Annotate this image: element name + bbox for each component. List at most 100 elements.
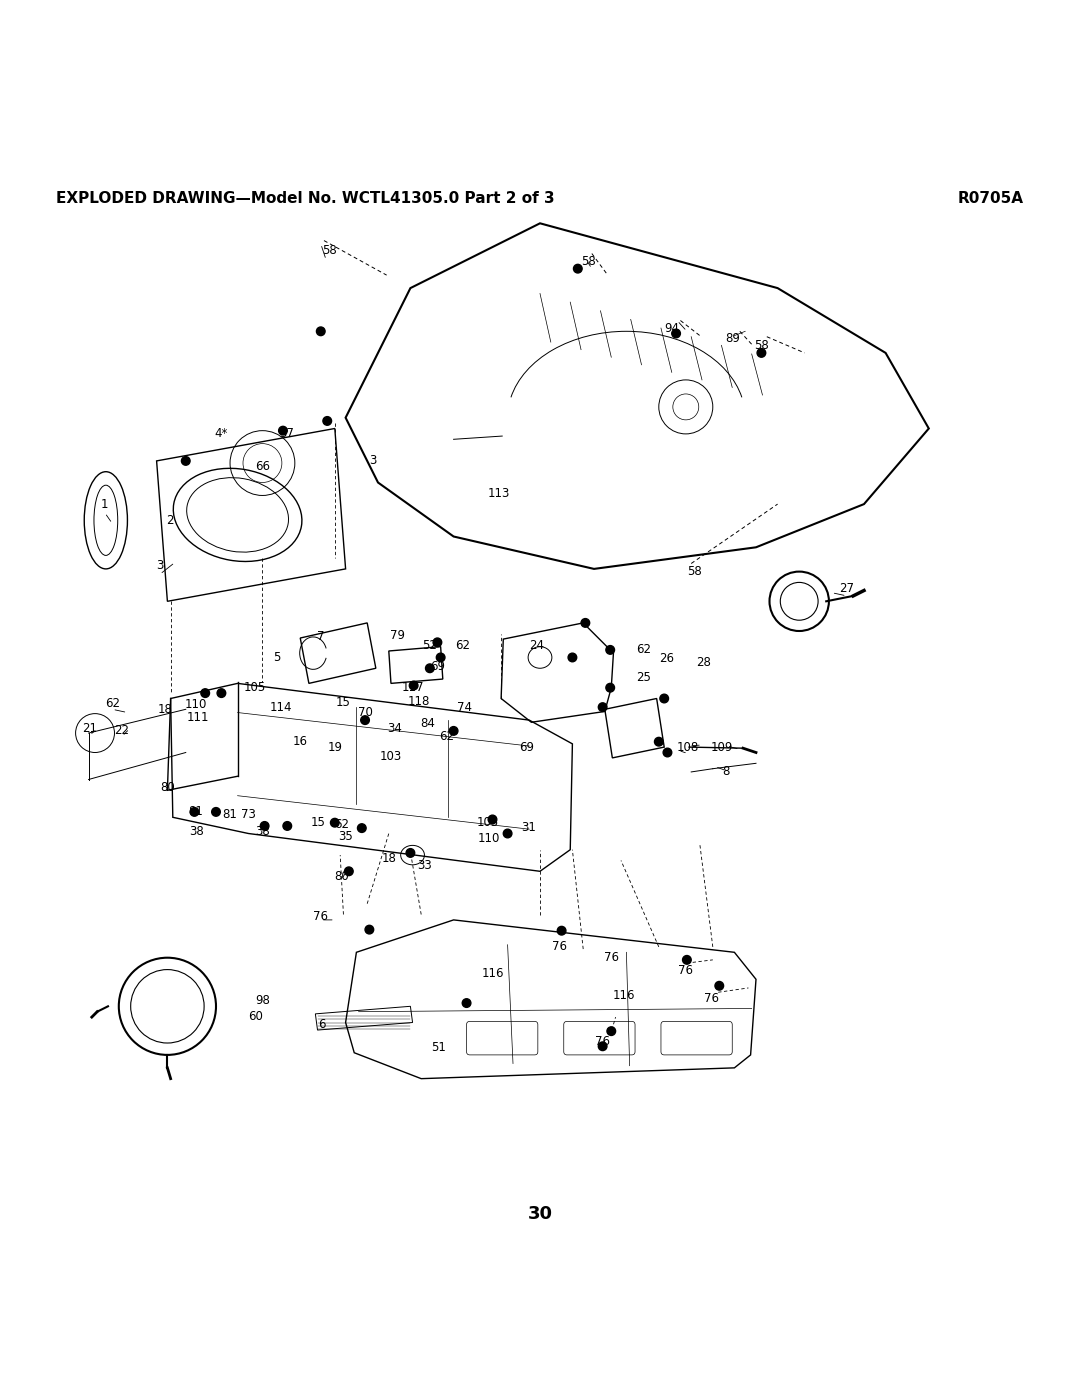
Text: 111: 111: [187, 711, 208, 725]
Text: 108: 108: [677, 740, 699, 753]
Circle shape: [683, 956, 691, 964]
Text: 81: 81: [188, 806, 203, 819]
Text: 110: 110: [478, 833, 500, 845]
Text: 58: 58: [322, 244, 337, 257]
Circle shape: [598, 1042, 607, 1051]
Circle shape: [279, 426, 287, 434]
Text: 76: 76: [552, 940, 567, 953]
Circle shape: [557, 926, 566, 935]
Circle shape: [283, 821, 292, 830]
Text: 22: 22: [114, 725, 130, 738]
Text: 62: 62: [455, 638, 470, 652]
Circle shape: [212, 807, 220, 816]
Text: 62: 62: [334, 819, 349, 831]
Text: 89: 89: [725, 332, 740, 345]
Circle shape: [181, 457, 190, 465]
Text: 69: 69: [519, 740, 535, 753]
Text: 16: 16: [293, 735, 308, 749]
Text: 37: 37: [279, 427, 294, 440]
Text: 117: 117: [402, 682, 423, 694]
Text: 21: 21: [82, 722, 97, 735]
Text: 34: 34: [387, 722, 402, 735]
Text: 76: 76: [678, 964, 693, 977]
Text: 103: 103: [380, 750, 402, 763]
Text: 73: 73: [241, 807, 256, 820]
Text: 15: 15: [336, 696, 351, 710]
Text: 80: 80: [160, 781, 175, 793]
Text: 62: 62: [105, 697, 120, 711]
Circle shape: [503, 830, 512, 838]
Text: 4*: 4*: [215, 427, 228, 440]
Circle shape: [365, 925, 374, 935]
Circle shape: [660, 694, 669, 703]
Text: 18: 18: [158, 703, 173, 715]
Text: 116: 116: [482, 967, 503, 981]
Text: 110: 110: [185, 698, 206, 711]
Text: 58: 58: [687, 564, 702, 577]
Circle shape: [757, 349, 766, 358]
Text: 79: 79: [390, 630, 405, 643]
Text: 31: 31: [521, 820, 536, 834]
Circle shape: [462, 999, 471, 1007]
Text: 38: 38: [189, 824, 204, 838]
Text: 15: 15: [311, 816, 326, 830]
Text: 76: 76: [704, 992, 719, 1006]
Circle shape: [606, 683, 615, 692]
Text: 6: 6: [319, 1018, 325, 1031]
Text: 76: 76: [595, 1035, 610, 1048]
Circle shape: [409, 682, 418, 690]
Text: 118: 118: [408, 696, 430, 708]
Circle shape: [449, 726, 458, 735]
Text: 58: 58: [581, 254, 596, 268]
Text: 2: 2: [166, 514, 173, 527]
Circle shape: [260, 821, 269, 830]
Text: 28: 28: [696, 657, 711, 669]
Circle shape: [330, 819, 339, 827]
Text: 70: 70: [357, 705, 373, 719]
Circle shape: [606, 645, 615, 654]
Text: 105: 105: [244, 682, 266, 694]
Text: 81: 81: [222, 807, 238, 820]
Circle shape: [568, 654, 577, 662]
Text: 3: 3: [157, 559, 163, 573]
Text: 7: 7: [318, 630, 324, 644]
Circle shape: [406, 848, 415, 858]
Text: 80: 80: [334, 870, 349, 883]
Circle shape: [345, 868, 353, 876]
Text: 27: 27: [839, 581, 854, 595]
Text: 76: 76: [604, 951, 619, 964]
Text: 19: 19: [327, 740, 342, 753]
Circle shape: [715, 982, 724, 990]
Text: EXPLODED DRAWING—Model No. WCTL41305.0 Part 2 of 3: EXPLODED DRAWING—Model No. WCTL41305.0 P…: [56, 191, 555, 205]
Text: 109: 109: [711, 740, 732, 753]
Circle shape: [201, 689, 210, 697]
Text: 24: 24: [529, 638, 544, 652]
Circle shape: [663, 749, 672, 757]
Text: 66: 66: [255, 460, 270, 472]
Circle shape: [488, 814, 497, 824]
Text: R0705A: R0705A: [958, 191, 1024, 205]
Text: 98: 98: [255, 995, 270, 1007]
Circle shape: [357, 824, 366, 833]
Text: 52: 52: [422, 638, 437, 652]
Text: 5: 5: [273, 651, 280, 664]
Circle shape: [573, 264, 582, 272]
Text: 69: 69: [430, 659, 445, 672]
Text: 33: 33: [417, 859, 432, 872]
Text: 74: 74: [457, 701, 472, 714]
Circle shape: [598, 703, 607, 711]
Circle shape: [217, 689, 226, 697]
Text: 114: 114: [270, 701, 292, 714]
Text: 84: 84: [420, 717, 435, 729]
Text: 62: 62: [636, 644, 651, 657]
Text: 35: 35: [338, 830, 353, 844]
Circle shape: [581, 619, 590, 627]
Circle shape: [316, 327, 325, 335]
Circle shape: [190, 807, 199, 816]
Text: 18: 18: [381, 852, 396, 865]
Circle shape: [672, 330, 680, 338]
Circle shape: [361, 715, 369, 725]
Text: 58: 58: [754, 339, 769, 352]
Text: 8: 8: [723, 766, 729, 778]
Text: 113: 113: [488, 486, 510, 500]
